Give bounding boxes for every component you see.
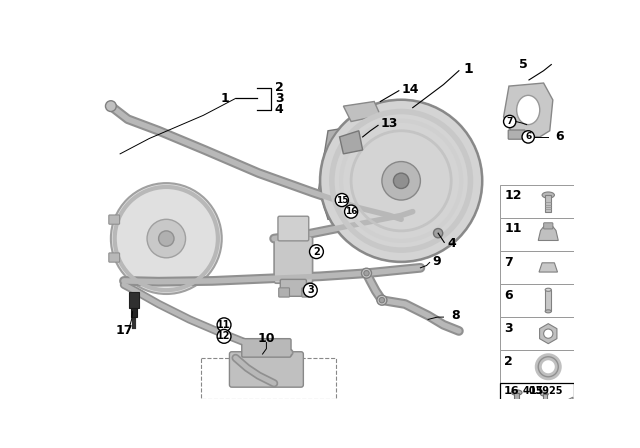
FancyBboxPatch shape <box>543 223 553 229</box>
Bar <box>552 408 573 412</box>
Bar <box>500 284 575 317</box>
Circle shape <box>382 162 420 200</box>
Circle shape <box>319 99 484 263</box>
Text: 2: 2 <box>313 247 320 257</box>
Circle shape <box>394 173 409 189</box>
Ellipse shape <box>516 95 540 125</box>
Ellipse shape <box>542 192 554 198</box>
Bar <box>201 358 336 399</box>
Bar <box>515 392 519 408</box>
Text: 6: 6 <box>525 133 531 142</box>
Polygon shape <box>319 125 378 220</box>
Text: 13: 13 <box>380 117 397 130</box>
Text: 12: 12 <box>504 189 522 202</box>
Circle shape <box>377 295 387 305</box>
Circle shape <box>504 115 516 128</box>
Circle shape <box>344 205 358 218</box>
Bar <box>545 195 551 212</box>
Circle shape <box>522 131 534 143</box>
Text: 12: 12 <box>218 332 231 341</box>
Text: 4: 4 <box>275 103 284 116</box>
Bar <box>500 383 575 414</box>
Text: 16: 16 <box>504 386 519 396</box>
Circle shape <box>362 268 371 278</box>
Text: 16: 16 <box>345 207 357 216</box>
Circle shape <box>147 220 186 258</box>
Text: 6: 6 <box>555 130 564 143</box>
Text: 11: 11 <box>218 320 231 330</box>
Text: 1: 1 <box>463 62 473 76</box>
Bar <box>129 293 140 308</box>
Text: 6: 6 <box>504 289 513 302</box>
FancyBboxPatch shape <box>302 288 312 297</box>
Bar <box>543 394 547 406</box>
Polygon shape <box>504 83 553 137</box>
FancyBboxPatch shape <box>280 280 307 296</box>
Text: 17: 17 <box>115 324 132 337</box>
Circle shape <box>433 228 443 238</box>
Text: 15: 15 <box>335 196 348 205</box>
FancyBboxPatch shape <box>230 352 303 387</box>
Ellipse shape <box>545 288 551 291</box>
Circle shape <box>159 231 174 246</box>
Bar <box>500 185 575 218</box>
FancyBboxPatch shape <box>279 288 289 297</box>
FancyBboxPatch shape <box>109 215 120 224</box>
Text: 8: 8 <box>451 309 460 322</box>
Circle shape <box>310 245 323 258</box>
Text: 10: 10 <box>258 332 275 345</box>
Circle shape <box>106 101 116 112</box>
Bar <box>545 290 551 311</box>
Text: 3: 3 <box>275 92 284 105</box>
FancyBboxPatch shape <box>242 339 291 357</box>
FancyBboxPatch shape <box>274 236 312 283</box>
Text: 403925: 403925 <box>522 386 563 396</box>
Circle shape <box>217 318 231 332</box>
Text: 7: 7 <box>504 255 513 268</box>
Circle shape <box>380 297 385 303</box>
Bar <box>131 308 137 317</box>
Circle shape <box>303 283 317 297</box>
Ellipse shape <box>545 310 551 313</box>
Circle shape <box>320 100 482 262</box>
Ellipse shape <box>511 390 522 395</box>
Text: 1: 1 <box>221 92 230 105</box>
Text: 2: 2 <box>504 355 513 368</box>
Text: 4: 4 <box>447 237 456 250</box>
Bar <box>500 251 575 284</box>
Ellipse shape <box>541 392 548 396</box>
FancyBboxPatch shape <box>508 130 525 139</box>
Text: 3: 3 <box>307 285 314 295</box>
Text: 3: 3 <box>504 322 513 335</box>
Polygon shape <box>540 323 557 344</box>
Polygon shape <box>552 397 573 412</box>
Text: 5: 5 <box>520 58 528 71</box>
Polygon shape <box>344 102 380 121</box>
Bar <box>500 350 575 383</box>
Circle shape <box>364 271 369 276</box>
Text: 15: 15 <box>529 386 545 396</box>
Circle shape <box>543 329 553 338</box>
Bar <box>500 317 575 350</box>
FancyBboxPatch shape <box>109 253 120 262</box>
Circle shape <box>335 194 348 207</box>
Text: 2: 2 <box>275 81 284 94</box>
Polygon shape <box>539 263 557 272</box>
Polygon shape <box>538 227 558 241</box>
Circle shape <box>111 183 221 294</box>
Text: 7: 7 <box>506 117 513 126</box>
Polygon shape <box>340 131 363 154</box>
Text: 11: 11 <box>504 222 522 235</box>
FancyBboxPatch shape <box>278 216 308 241</box>
Bar <box>500 218 575 251</box>
Circle shape <box>217 329 231 343</box>
Text: 14: 14 <box>402 83 419 96</box>
Text: 9: 9 <box>432 255 440 268</box>
